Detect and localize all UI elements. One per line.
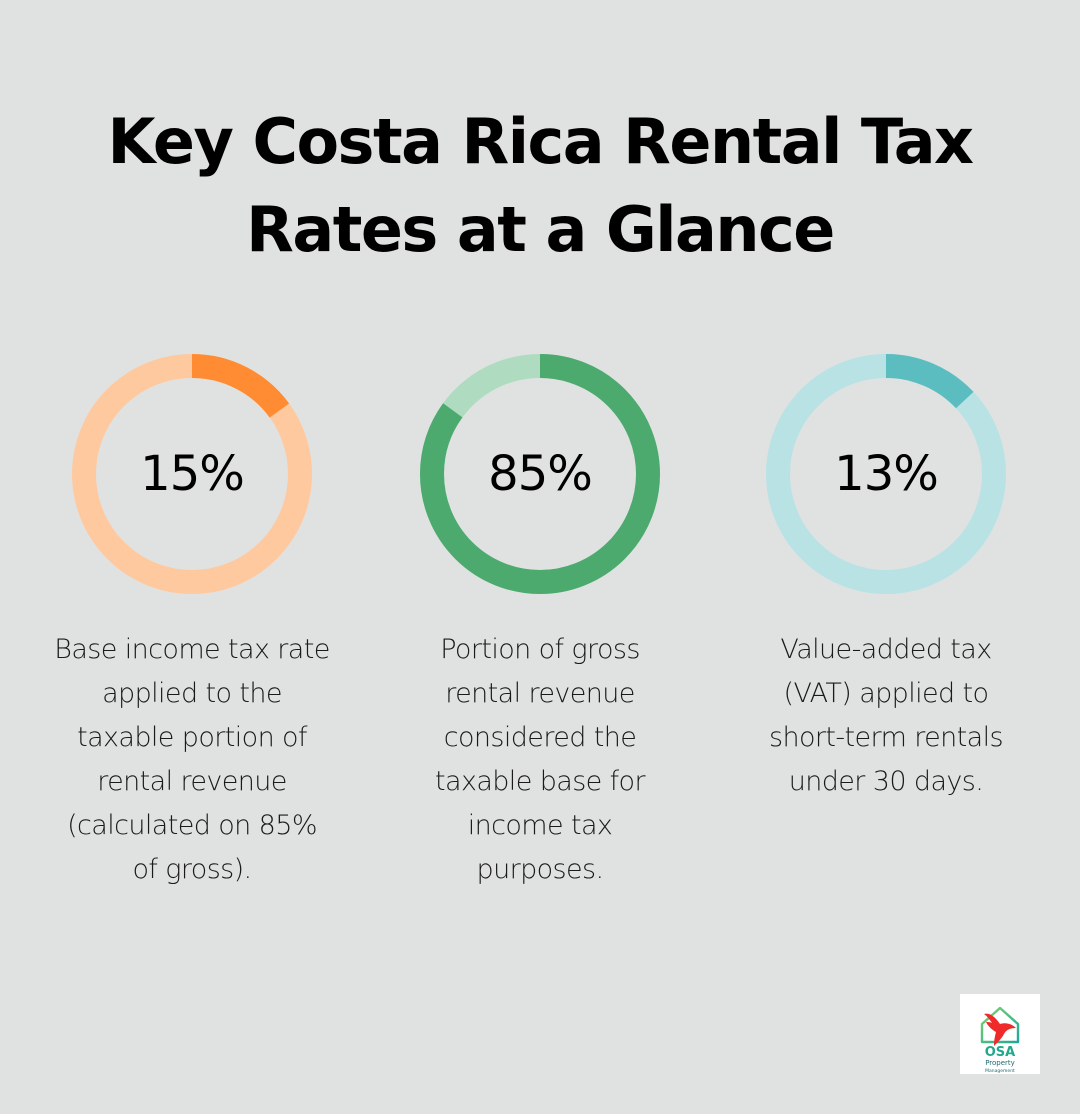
donut-gauge: 15% [68, 350, 316, 598]
desc-line: income tax [467, 810, 613, 841]
desc-line: under 30 days. [788, 766, 984, 797]
svg-text:Management: Management [985, 1068, 1015, 1074]
desc-line: taxable base for [435, 766, 646, 797]
desc-line: Value-added tax [780, 634, 992, 665]
desc-line: Base income tax rate [54, 634, 330, 665]
donut-ring-icon [72, 354, 312, 594]
desc-line: purposes. [476, 854, 605, 885]
parrot-house-logo-icon: OSA Property Management [980, 1006, 1020, 1074]
stat-value: 15% [140, 446, 245, 502]
donut-ring-icon [420, 354, 660, 594]
desc-line: (calculated on 85% [67, 810, 317, 841]
stat-value: 85% [488, 446, 593, 502]
desc-line: rental revenue [97, 766, 287, 797]
stat-vat: 13% Value-added tax (VAT) applied to sho… [716, 350, 1056, 804]
stat-description: Base income tax rate applied to the taxa… [22, 628, 362, 892]
desc-line: taxable portion of [77, 722, 307, 753]
desc-line: short-term rentals [769, 722, 1004, 753]
svg-text:OSA: OSA [985, 1045, 1015, 1060]
desc-line: applied to the [102, 678, 282, 709]
donut-gauge: 13% [762, 350, 1010, 598]
donut-ring-icon [766, 354, 1006, 594]
desc-line: considered the [443, 722, 637, 753]
desc-line: of gross). [132, 854, 252, 885]
company-logo: OSA Property Management [960, 994, 1040, 1074]
stat-taxable-base: 85% Portion of gross rental revenue cons… [370, 350, 710, 892]
stat-description: Portion of gross rental revenue consider… [370, 628, 710, 892]
stat-income-tax: 15% Base income tax rate applied to the … [22, 350, 362, 892]
title-line-1: Key Costa Rica Rental Tax [107, 105, 974, 178]
svg-text:Property: Property [985, 1059, 1015, 1067]
page-title: Key Costa Rica Rental Tax Rates at a Gla… [0, 98, 1080, 274]
title-line-2: Rates at a Glance [246, 193, 835, 266]
desc-line: rental revenue [445, 678, 635, 709]
donut-gauge: 85% [416, 350, 664, 598]
desc-line: Portion of gross [440, 634, 640, 665]
desc-line: (VAT) applied to [783, 678, 990, 709]
stat-description: Value-added tax (VAT) applied to short-t… [716, 628, 1056, 804]
stat-value: 13% [834, 446, 939, 502]
